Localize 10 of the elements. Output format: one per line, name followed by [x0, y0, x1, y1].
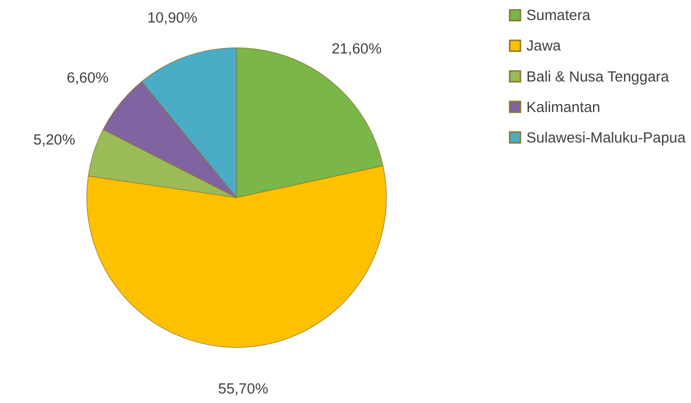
data-label: 6,60%: [66, 70, 109, 86]
legend-label: Kalimantan: [526, 100, 600, 116]
legend-label: Bali & Nusa Tenggara: [526, 69, 670, 86]
data-label: 21,60%: [332, 42, 382, 58]
legend-label: Sulawesi-Maluku-Papua: [526, 130, 686, 146]
data-label: 10,90%: [147, 10, 198, 26]
legend-label: Jawa: [526, 38, 562, 55]
data-label: 55,70%: [218, 382, 268, 398]
data-label: 5,20%: [33, 132, 76, 149]
legend-label: Sumatera: [526, 8, 592, 24]
